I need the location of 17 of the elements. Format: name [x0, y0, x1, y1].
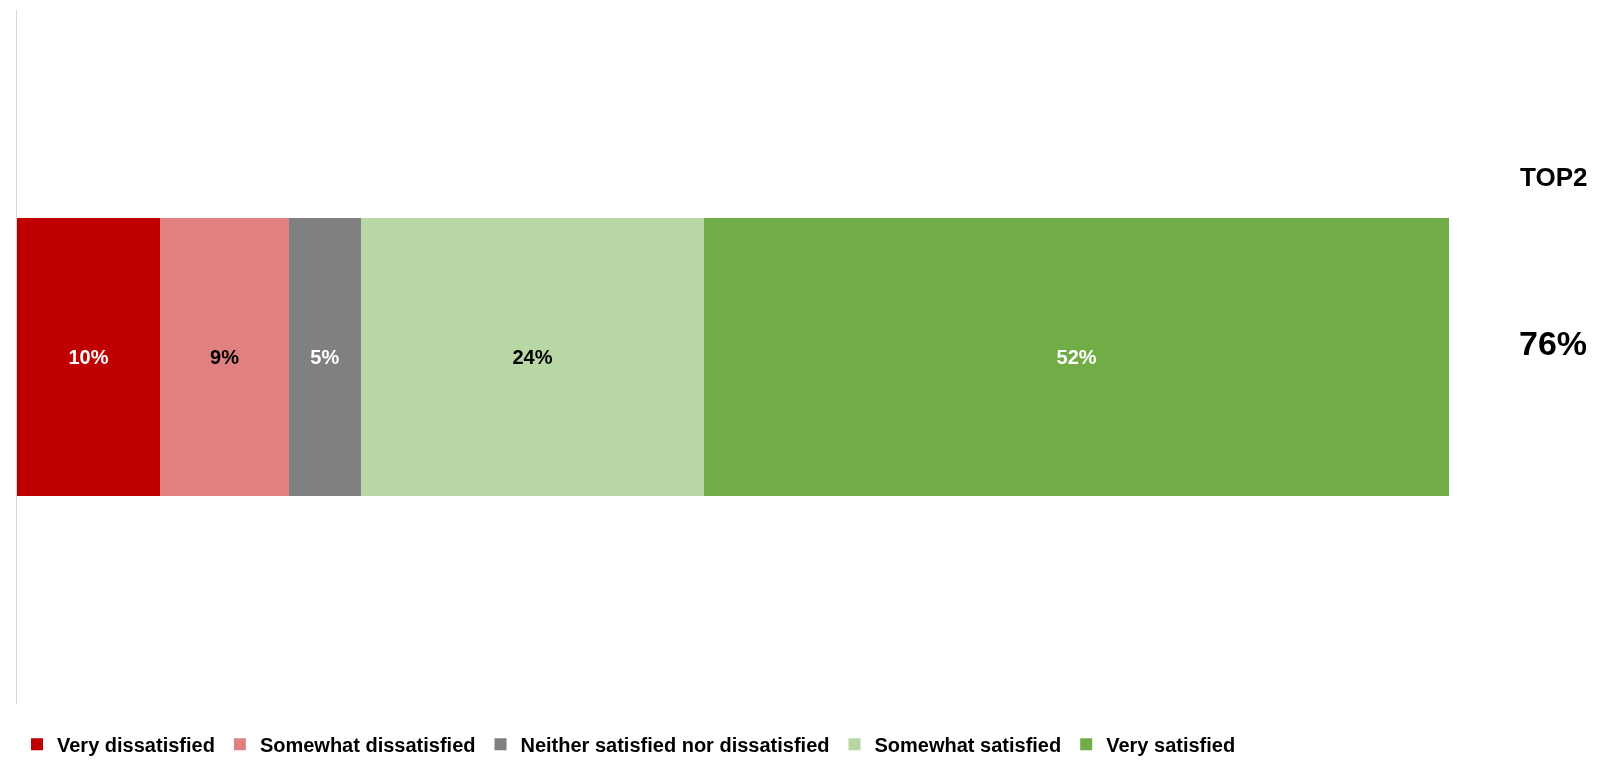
- legend-label: Very dissatisfied: [57, 734, 215, 757]
- data-label: 5%: [310, 346, 340, 368]
- bar: [17, 218, 161, 496]
- data-label: 52%: [1056, 346, 1097, 368]
- bar: [289, 218, 361, 496]
- data-label: 24%: [512, 346, 553, 368]
- bar: [360, 218, 705, 496]
- legend-label: Somewhat dissatisfied: [259, 734, 476, 757]
- legend-label: Somewhat satisfied: [874, 734, 1062, 757]
- legend-label: Very satisfied: [1106, 734, 1236, 757]
- text: TOP2: [1520, 162, 1588, 192]
- legend-label: Neither satisfied nor dissatisfied: [520, 734, 830, 757]
- data-label: 10%: [68, 346, 109, 368]
- bar: [160, 218, 290, 496]
- text: 76%: [1519, 324, 1588, 362]
- data-label: 9%: [210, 346, 240, 368]
- bar: [704, 218, 1449, 496]
